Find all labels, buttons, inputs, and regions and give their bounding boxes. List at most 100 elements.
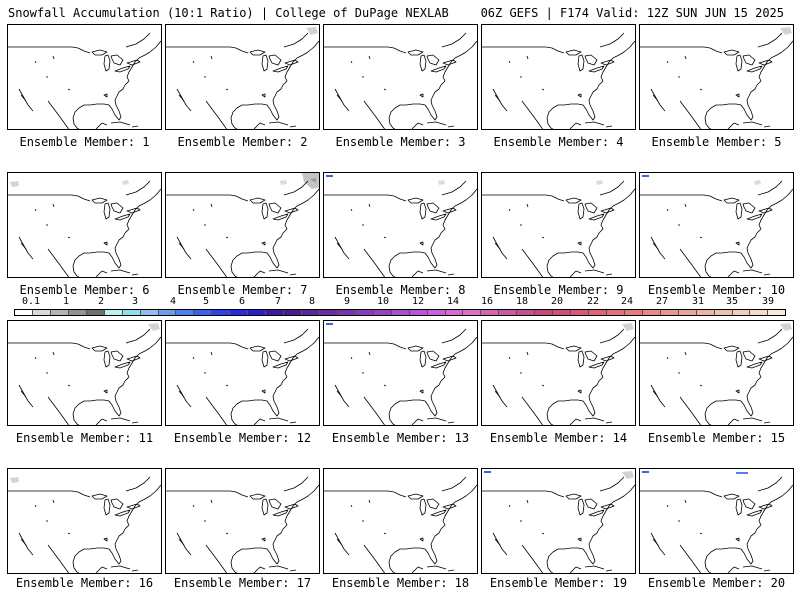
us-basemap-icon xyxy=(166,328,319,425)
map-title: Snowfall Accumulation (10:1 Ratio) | Col… xyxy=(8,6,449,20)
ensemble-member-label: Ensemble Member: 13 xyxy=(331,431,470,445)
colorbar-swatch xyxy=(463,310,482,315)
colorbar-swatch xyxy=(104,310,123,315)
colorbar-swatch xyxy=(230,310,249,315)
us-basemap-icon xyxy=(166,476,319,573)
colorbar-swatch xyxy=(86,310,105,315)
colorbar-swatch xyxy=(176,310,195,315)
colorbar-swatch xyxy=(606,310,625,315)
ensemble-member-label: Ensemble Member: 10 xyxy=(647,283,786,297)
colorbar-tick-label: 27 xyxy=(655,296,669,307)
snowfall-overlay xyxy=(780,27,792,35)
colorbar-swatch xyxy=(391,310,410,315)
ensemble-member-label: Ensemble Member: 6 xyxy=(19,283,150,297)
colorbar-tick-label: 8 xyxy=(308,296,316,307)
colorbar-swatch xyxy=(589,310,607,315)
ensemble-member-label: Ensemble Member: 2 xyxy=(177,135,308,149)
ensemble-member-map xyxy=(481,24,636,130)
ensemble-member-map xyxy=(165,24,320,130)
colorbar-tick-label: 9 xyxy=(343,296,351,307)
snowfall-overlay xyxy=(596,180,603,185)
colorbar-swatch xyxy=(50,310,69,315)
ensemble-member-label: Ensemble Member: 19 xyxy=(489,576,628,590)
colorbar-swatch xyxy=(642,310,661,315)
colorbar-swatch xyxy=(266,310,285,315)
snowfall-overlay xyxy=(280,173,319,189)
us-basemap-icon xyxy=(482,32,635,129)
colorbar-swatch xyxy=(302,310,320,315)
us-basemap-icon xyxy=(8,476,161,573)
colorbar-swatch xyxy=(499,310,518,315)
model-valid-time: 06Z GEFS | F174 Valid: 12Z SUN JUN 15 20… xyxy=(480,6,784,20)
ensemble-member-label: Ensemble Member: 17 xyxy=(173,576,312,590)
ensemble-member-label: Ensemble Member: 16 xyxy=(15,576,154,590)
ensemble-member-map xyxy=(7,172,162,278)
ensemble-member-label: Ensemble Member: 8 xyxy=(335,283,466,297)
colorbar-swatch xyxy=(696,310,715,315)
colorbar-swatch xyxy=(158,310,177,315)
colorbar-tick-label: 31 xyxy=(691,296,705,307)
us-basemap-icon xyxy=(324,180,477,277)
ensemble-member-label: Ensemble Member: 18 xyxy=(331,576,470,590)
colorbar-tick-label: 39 xyxy=(761,296,775,307)
snowfall-overlay xyxy=(326,175,445,185)
ensemble-member-map xyxy=(323,468,478,574)
ensemble-member-label: Ensemble Member: 4 xyxy=(493,135,624,149)
us-basemap-icon xyxy=(640,476,793,573)
snowfall-overlay xyxy=(780,323,792,331)
colorbar-swatch xyxy=(732,310,751,315)
colorbar-tick-label: 10 xyxy=(376,296,390,307)
colorbar-tick-label: 5 xyxy=(202,296,210,307)
colorbar-swatch xyxy=(212,310,231,315)
ensemble-member-map xyxy=(7,320,162,426)
colorbar-swatch xyxy=(427,310,446,315)
ensemble-member-map xyxy=(165,172,320,278)
colorbar-swatch xyxy=(660,310,679,315)
snowfall-overlay xyxy=(306,27,318,35)
ensemble-member-map xyxy=(165,468,320,574)
colorbar-tick-label: 22 xyxy=(586,296,600,307)
colorbar-swatch xyxy=(535,310,554,315)
colorbar-tick-label: 4 xyxy=(169,296,177,307)
colorbar-tick-label: 7 xyxy=(274,296,282,307)
ensemble-member-map xyxy=(165,320,320,426)
colorbar-swatch xyxy=(517,310,536,315)
colorbar-tick-label: 3 xyxy=(131,296,139,307)
colorbar-swatch xyxy=(678,310,697,315)
colorbar-swatch xyxy=(355,310,374,315)
colorbar-swatch xyxy=(284,310,302,315)
ensemble-member-map xyxy=(323,320,478,426)
snowfall-overlay xyxy=(642,175,761,185)
ensemble-member-map xyxy=(7,24,162,130)
us-basemap-icon xyxy=(324,328,477,425)
colorbar-swatch xyxy=(68,310,87,315)
us-basemap-icon xyxy=(482,328,635,425)
colorbar-swatch xyxy=(409,310,428,315)
colorbar-tick-label: 16 xyxy=(480,296,494,307)
ensemble-member-label: Ensemble Member: 20 xyxy=(647,576,786,590)
ensemble-member-map xyxy=(7,468,162,574)
colorbar-tick-label: 0.1 xyxy=(21,296,41,307)
colorbar-tick-label: 20 xyxy=(550,296,564,307)
snowfall-colorbar xyxy=(14,309,786,316)
colorbar-swatch xyxy=(445,310,464,315)
ensemble-member-map xyxy=(639,468,794,574)
ensemble-member-label: Ensemble Member: 9 xyxy=(493,283,624,297)
us-basemap-icon xyxy=(8,328,161,425)
ensemble-member-label: Ensemble Member: 11 xyxy=(15,431,154,445)
ensemble-member-map xyxy=(481,320,636,426)
ensemble-member-map xyxy=(481,172,636,278)
us-basemap-icon xyxy=(8,32,161,129)
ensemble-member-map xyxy=(639,24,794,130)
colorbar-swatch xyxy=(714,310,733,315)
snowfall-overlay xyxy=(10,180,129,187)
us-basemap-icon xyxy=(482,476,635,573)
ensemble-member-map xyxy=(639,320,794,426)
colorbar-swatch xyxy=(32,310,51,315)
us-basemap-icon xyxy=(482,180,635,277)
ensemble-member-label: Ensemble Member: 14 xyxy=(489,431,628,445)
colorbar-swatch xyxy=(481,310,500,315)
colorbar-swatch xyxy=(750,310,769,315)
snowfall-overlay xyxy=(326,323,333,325)
colorbar-swatch xyxy=(248,310,267,315)
